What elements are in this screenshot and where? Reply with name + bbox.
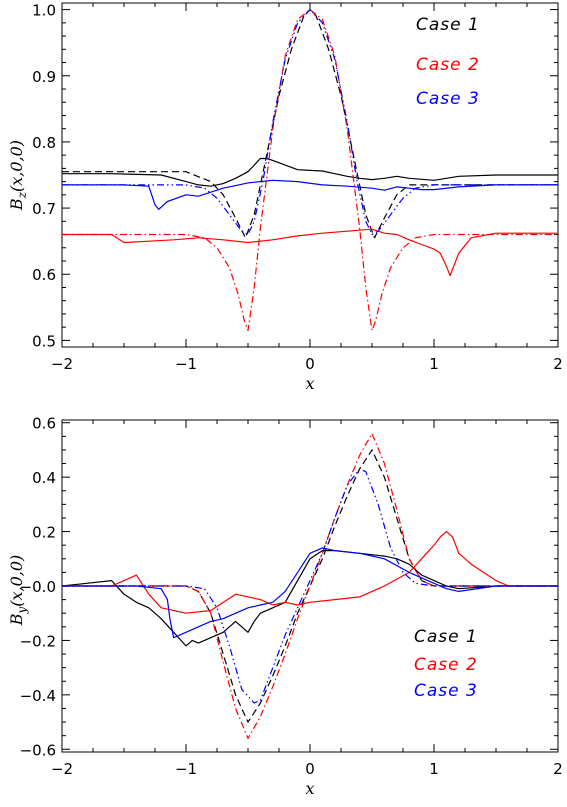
- series-case3-solid-line: [62, 179, 558, 210]
- y-axis-label: By(x,0,0): [7, 555, 29, 627]
- x-tick-label: 1: [429, 355, 439, 373]
- y-tick-label: 0.9: [32, 68, 56, 86]
- x-axis-label: x: [305, 779, 314, 798]
- y-tick-label: 0.6: [32, 266, 56, 284]
- legend-entry: Case 3: [416, 89, 480, 109]
- legend-entry: Case 2: [414, 655, 478, 675]
- y-axis-label: Bz(x,0,0): [7, 140, 29, 211]
- y-tick-label: 0.5: [32, 332, 56, 350]
- y-tick-label: −0.6: [20, 741, 56, 759]
- y-tick-label: 0.6: [32, 415, 56, 433]
- top-panel-bz: −2 −1 0 1 2 0.5 0.6 0.7 0.8 0.9 1.0 x Bz(x,0,0) Case …: [7, 2, 563, 393]
- y-tick-label: −0.4: [20, 687, 56, 705]
- y-tick-label: 0.8: [32, 134, 56, 152]
- series-case3-dashdotdot-line: [62, 468, 558, 704]
- y-tick-label: 0.2: [32, 524, 56, 542]
- x-tick-label: −2: [51, 760, 73, 778]
- series-case2-dashdot-line: [62, 9, 558, 332]
- series-case1-solid-line: [62, 550, 558, 647]
- y-tick-label: −0.2: [20, 632, 56, 650]
- series-case3-dashdotdot-line: [62, 9, 558, 236]
- legend-entry: Case 1: [414, 627, 478, 647]
- legend-entry: Case 1: [416, 15, 480, 35]
- series-case2-solid-line: [62, 531, 558, 614]
- series-case1-dashed-line: [62, 449, 558, 723]
- series-case1-solid-line: [62, 157, 558, 187]
- x-tick-label: 1: [429, 760, 439, 778]
- y-tick-label: 0.4: [32, 469, 56, 487]
- x-tick-label: 2: [553, 760, 563, 778]
- x-tick-label: −1: [175, 355, 197, 373]
- y-tick-label: −0.0: [20, 578, 56, 596]
- x-tick-label: −1: [175, 760, 197, 778]
- legend-entry: Case 3: [414, 681, 478, 701]
- x-axis-label: x: [305, 374, 314, 393]
- y-tick-label: 1.0: [32, 2, 56, 20]
- series-case1-dashed-line: [62, 9, 558, 239]
- y-tick-label: 0.7: [32, 200, 56, 218]
- x-tick-label: 0: [305, 760, 315, 778]
- bottom-panel-by: −2 −1 0 1 2 −0.6 −0.4 −0.2 −0.0 0.2 0.4 0.6 x By(x,0,…: [7, 415, 563, 798]
- x-tick-label: 2: [553, 355, 563, 373]
- x-tick-label: −2: [51, 355, 73, 373]
- series-case2-solid-line: [62, 228, 558, 277]
- x-tick-label: 0: [305, 355, 315, 373]
- legend-entry: Case 2: [416, 55, 480, 75]
- series-case3-solid-line: [62, 547, 558, 639]
